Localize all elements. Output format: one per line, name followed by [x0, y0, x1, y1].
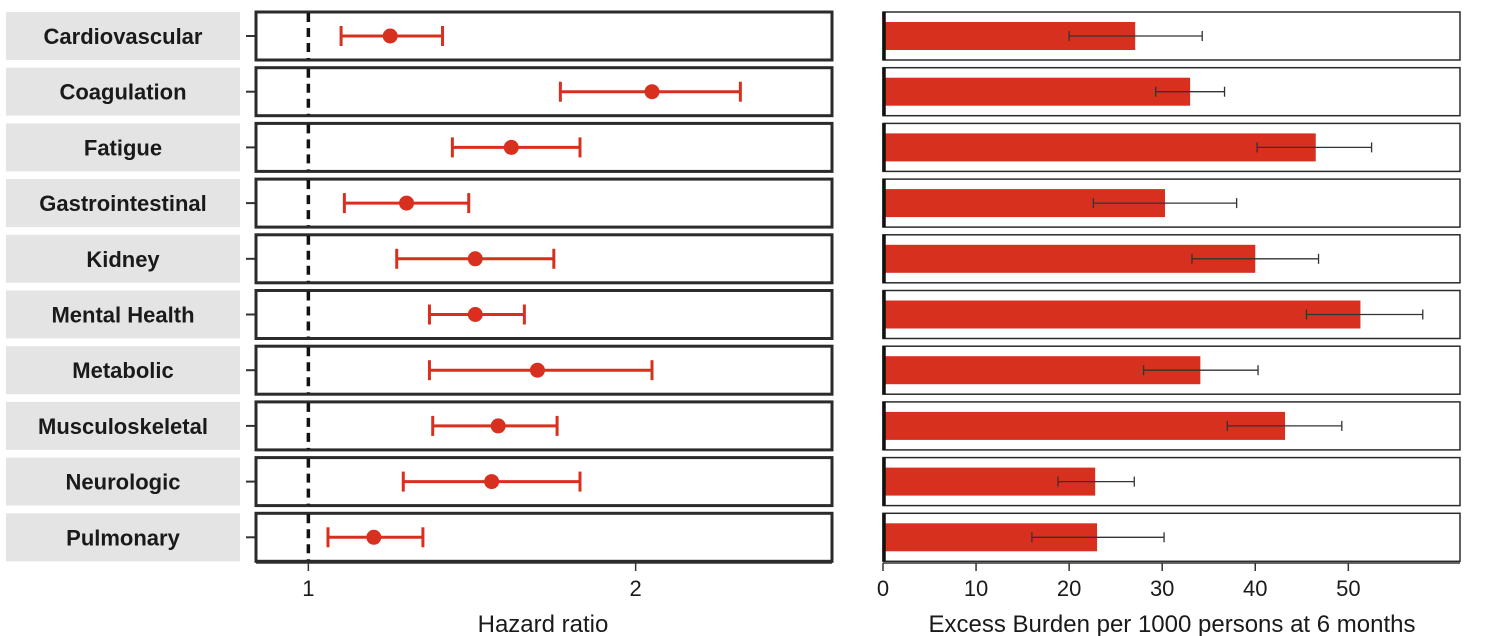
bar-x-tick-label: 0 — [877, 576, 889, 601]
row-label-strip — [6, 179, 240, 228]
point-estimate — [366, 529, 382, 545]
point-estimate — [644, 84, 660, 100]
row-label-strip — [6, 290, 240, 339]
bar — [883, 133, 1316, 162]
point-estimate — [382, 28, 398, 44]
bar — [883, 77, 1191, 106]
point-estimate — [484, 474, 500, 490]
bar-chart-panel: 0 10 20 30 40 50 — [877, 11, 1461, 601]
forest-panel-frame — [254, 177, 834, 229]
row-labels: Cardiovascular Coagulation Fatigue Gastroin… — [6, 12, 256, 562]
bar — [883, 411, 1286, 440]
row-label-strip — [6, 67, 240, 116]
row-label-strip — [6, 401, 240, 450]
row-label: Mental Health — [51, 303, 194, 328]
forest-panel-frame — [254, 66, 834, 118]
row-label-strip — [6, 346, 240, 395]
row-label-strip — [6, 513, 240, 562]
forest-x-axis-title: Hazard ratio — [478, 611, 609, 636]
point-estimate — [529, 362, 545, 378]
row-label-strip — [6, 123, 240, 172]
point-estimate — [467, 307, 483, 322]
row-label: Kidney — [86, 247, 160, 272]
bar-x-tick-label: 40 — [1243, 576, 1267, 601]
row-label: Musculoskeletal — [38, 414, 208, 439]
row-label: Metabolic — [72, 358, 173, 383]
bar-x-tick-label: 10 — [964, 576, 988, 601]
point-estimate — [467, 251, 483, 267]
row-label: Fatigue — [84, 135, 162, 160]
row-label: Cardiovascular — [44, 24, 203, 49]
point-estimate — [503, 139, 519, 155]
bar-x-tick-label: 30 — [1150, 576, 1174, 601]
bar-x-axis-title: Excess Burden per 1000 persons at 6 mont… — [929, 611, 1416, 636]
row-label: Neurologic — [66, 470, 181, 495]
forest-panel-frame — [254, 289, 834, 340]
row-label-strip — [6, 457, 240, 506]
row-label-strip — [6, 12, 240, 60]
row-label: Pulmonary — [66, 525, 180, 550]
row-label: Coagulation — [59, 80, 186, 105]
row-label: Gastrointestinal — [39, 191, 206, 216]
forest-x-tick-label: 1 — [302, 576, 314, 601]
point-estimate — [490, 418, 506, 434]
bar-x-tick-label: 20 — [1057, 576, 1081, 601]
row-label-strip — [6, 234, 240, 283]
bar-x-tick-label: 50 — [1336, 576, 1360, 601]
point-estimate — [399, 195, 415, 211]
bar — [883, 300, 1361, 329]
forest-x-tick-label: 2 — [630, 576, 642, 601]
